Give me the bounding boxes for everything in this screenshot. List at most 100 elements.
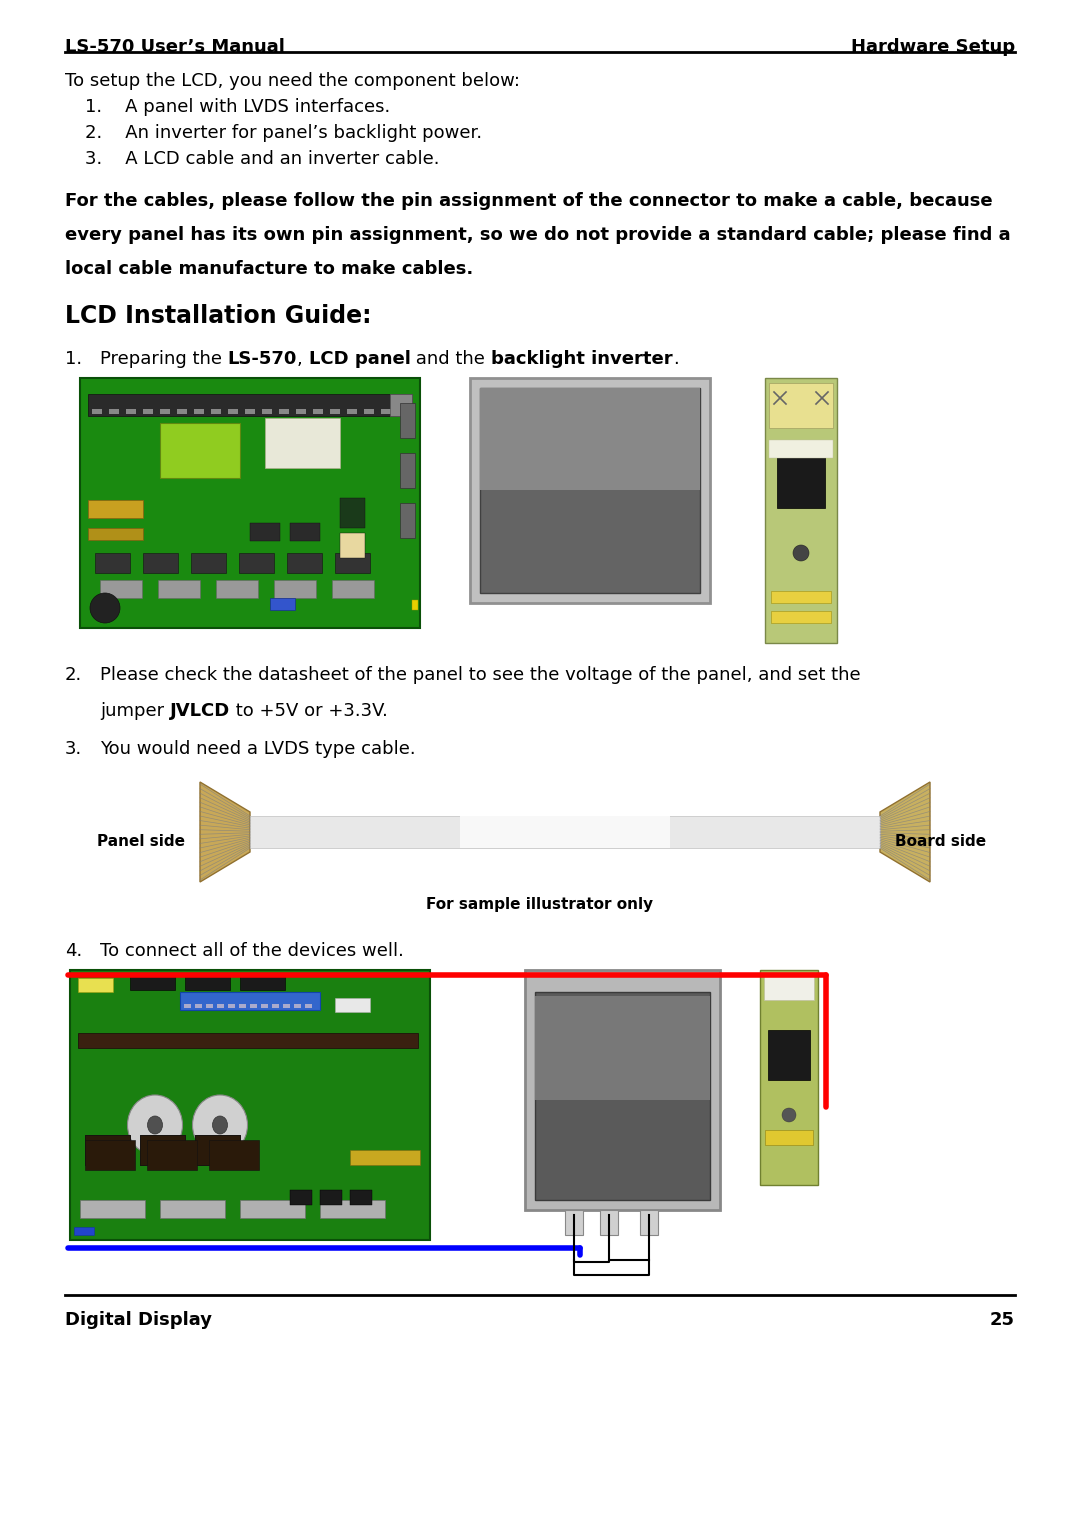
Bar <box>287 553 322 573</box>
Bar <box>80 378 420 628</box>
Text: Hardware Setup: Hardware Setup <box>851 38 1015 57</box>
Bar <box>400 453 415 488</box>
Bar <box>126 408 136 414</box>
Bar <box>350 1150 420 1165</box>
Bar <box>239 553 274 573</box>
Bar <box>92 408 102 414</box>
Ellipse shape <box>127 1095 183 1154</box>
Bar <box>320 1200 384 1219</box>
Bar <box>240 1200 305 1219</box>
Text: 2.: 2. <box>65 667 82 683</box>
Bar <box>769 382 833 428</box>
Text: local cable manufacture to make cables.: local cable manufacture to make cables. <box>65 260 473 278</box>
Text: LCD panel: LCD panel <box>309 350 410 368</box>
Text: and the: and the <box>410 350 491 368</box>
Ellipse shape <box>192 1095 247 1154</box>
Text: Preparing the: Preparing the <box>100 350 228 368</box>
Text: Panel side: Panel side <box>97 833 185 849</box>
Text: Digital Display: Digital Display <box>65 1310 212 1329</box>
Bar <box>216 579 258 598</box>
Bar <box>347 408 357 414</box>
Text: Board side: Board side <box>895 833 986 849</box>
Ellipse shape <box>213 1116 228 1135</box>
Text: 1.    A panel with LVDS interfaces.: 1. A panel with LVDS interfaces. <box>85 98 390 116</box>
Bar <box>195 1135 240 1165</box>
Bar <box>400 404 415 437</box>
Bar <box>272 1005 279 1008</box>
Bar <box>211 408 221 414</box>
Bar <box>305 1005 312 1008</box>
Bar <box>158 579 200 598</box>
Bar <box>239 1005 246 1008</box>
Bar <box>140 1135 185 1165</box>
Bar <box>177 408 187 414</box>
Ellipse shape <box>148 1116 162 1135</box>
Bar <box>85 1135 130 1165</box>
Text: 3.    A LCD cable and an inverter cable.: 3. A LCD cable and an inverter cable. <box>85 150 440 168</box>
Bar <box>600 1209 618 1235</box>
Bar <box>340 534 365 558</box>
Bar <box>245 408 255 414</box>
Bar <box>184 1005 191 1008</box>
Bar <box>411 599 418 610</box>
Bar <box>194 408 204 414</box>
Bar <box>470 378 710 602</box>
Text: For the cables, please follow the pin assignment of the connector to make a cabl: For the cables, please follow the pin as… <box>65 193 993 209</box>
Bar <box>261 1005 268 1008</box>
Bar <box>147 1141 197 1170</box>
Bar <box>195 1135 240 1165</box>
Bar <box>249 816 880 849</box>
Bar <box>283 1005 291 1008</box>
Bar <box>85 1141 135 1170</box>
Polygon shape <box>880 781 930 882</box>
Bar <box>87 528 143 540</box>
Text: 4.: 4. <box>65 942 82 960</box>
Bar <box>381 408 391 414</box>
Bar <box>87 394 411 416</box>
Bar <box>535 992 710 1200</box>
Bar <box>100 579 141 598</box>
Text: LS-570 User’s Manual: LS-570 User’s Manual <box>65 38 285 57</box>
Bar <box>109 408 119 414</box>
Bar <box>335 553 370 573</box>
Bar <box>130 976 175 989</box>
Bar <box>143 553 178 573</box>
Bar <box>274 579 316 598</box>
Bar <box>296 408 306 414</box>
Bar <box>340 498 365 528</box>
Text: 3.: 3. <box>65 740 82 758</box>
Bar <box>70 969 430 1240</box>
Text: 1.: 1. <box>65 350 82 368</box>
Bar <box>75 1226 94 1235</box>
Bar <box>640 1209 658 1235</box>
Bar <box>330 408 340 414</box>
Bar <box>332 579 374 598</box>
Bar <box>210 1141 259 1170</box>
Bar <box>771 612 831 622</box>
Bar <box>760 969 818 1185</box>
Bar <box>390 394 411 416</box>
Text: to +5V or +3.3V.: to +5V or +3.3V. <box>230 702 388 720</box>
Text: ,: , <box>297 350 309 368</box>
Bar <box>265 417 340 468</box>
Bar <box>85 1135 130 1165</box>
Text: 2.    An inverter for panel’s backlight power.: 2. An inverter for panel’s backlight pow… <box>85 124 482 142</box>
Bar <box>180 992 320 1011</box>
Bar <box>291 1190 312 1205</box>
Bar <box>185 976 230 989</box>
Circle shape <box>90 593 120 622</box>
Bar <box>87 500 143 518</box>
Bar <box>140 1135 185 1165</box>
Bar <box>769 440 833 459</box>
Bar <box>217 1005 224 1008</box>
Bar <box>160 408 170 414</box>
Bar <box>160 424 240 479</box>
Bar <box>320 1190 342 1205</box>
Bar <box>460 816 670 849</box>
Bar <box>195 1135 240 1165</box>
Bar <box>765 378 837 644</box>
Text: JVLCD: JVLCD <box>170 702 230 720</box>
Bar <box>78 979 113 992</box>
Bar <box>525 969 720 1209</box>
Bar <box>240 976 285 989</box>
